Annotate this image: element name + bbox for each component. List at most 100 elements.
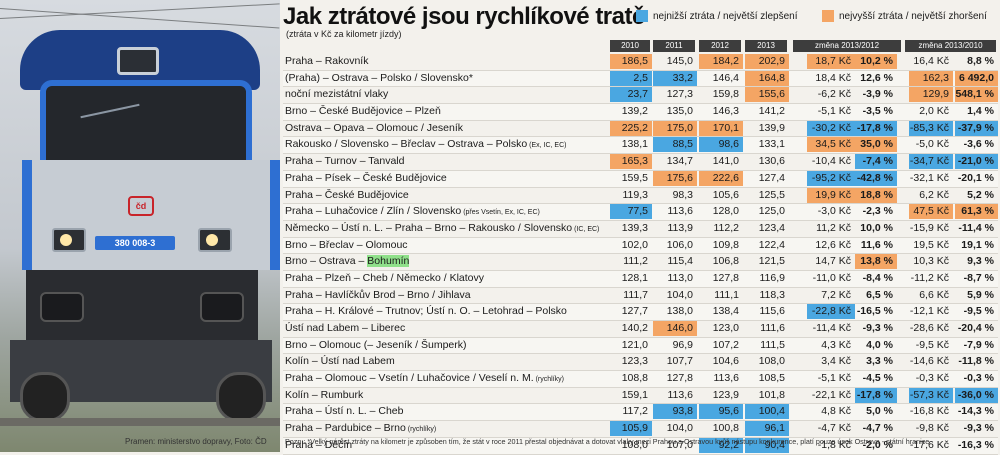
route-name: Praha – Děčín (285, 438, 352, 453)
table-cell: 118,3 (759, 288, 786, 301)
legend-label: nejvyšší ztráta / největší zhoršení (839, 10, 987, 22)
table-cell: -37,9 % (955, 120, 998, 136)
table-cell: 133,1 (758, 138, 785, 151)
legend-swatch-blue (636, 10, 648, 22)
route-note: (přes Vsetín, Ex, IC, EC) (461, 209, 540, 217)
table-cell: 107,0 (666, 438, 693, 451)
table-cell: 115,6 (759, 305, 786, 318)
table-cell: 3,3 % (866, 355, 893, 368)
table-cell: -16,8 Kč (909, 405, 949, 418)
locomotive-photo: čd 380 008-3 Pramen: ministerstvo doprav… (0, 0, 280, 452)
table-cell: 119,3 (622, 188, 649, 201)
table-cell: -28,6 Kč (909, 322, 949, 334)
table-cell: 106,8 (712, 255, 739, 268)
table-cell: 10,0 % (860, 221, 893, 234)
table-row: Rakousko / Slovensko – Břeclav – Ostrava… (283, 137, 998, 155)
left-headlight (52, 228, 86, 252)
table-cell: 5,9 % (967, 288, 994, 301)
table-cell: 18,7 Kč (807, 54, 855, 69)
route-label: Brno – Olomouc (– Jeseník / Šumperk) (285, 338, 467, 351)
route-name: noční mezistátní vlaky (285, 87, 388, 102)
route-label: Praha – Havlíčkův Brod – Brno / Jihlava (285, 288, 471, 301)
table-cell: 6,6 Kč (919, 288, 949, 301)
table-cell: 100,8 (712, 422, 739, 435)
table-cell: 105,9 (610, 421, 652, 437)
route-label: (Praha) – Ostrava – Polsko / Slovensko* (285, 71, 473, 84)
table-cell: 202,9 (745, 54, 789, 69)
route-label: Praha – Plzeň – Cheb / Německo / Klatovy (285, 271, 485, 284)
table-cell: 128,0 (712, 205, 739, 218)
route-label: Kolín – Ústí nad Labem (285, 355, 395, 368)
table-cell: 134,7 (666, 155, 693, 168)
legend-label: nejnižší ztráta / největší zlepšení (653, 10, 798, 22)
table-cell: 127,8 (712, 271, 739, 284)
table-cell: 127,8 (666, 372, 693, 385)
table-row: Brno – České Budějovice – Plzeň 139,2 135,… (283, 104, 998, 121)
route-name: Brno – České Budějovice – Plzeň (285, 104, 441, 119)
footnote: Pozn.: *Velký nárůst ztráty na kilometr … (285, 437, 932, 446)
table-cell: 95,6 (699, 404, 743, 420)
table-cell: -85,3 Kč (909, 120, 953, 136)
table-row: Praha – Olomouc – Vsetín / Luhačovice / … (283, 371, 998, 388)
table-cell: 129,9 Kč (909, 87, 953, 115)
table-row: noční mezistátní vlaky 23,7 127,3 159,8 155,… (283, 87, 998, 115)
table-cell: -17,8 % (855, 120, 897, 136)
table-row: Ostrava – Opava – Olomouc / Jeseník 225,2… (283, 120, 998, 138)
table-cell: -57,3 Kč (909, 387, 953, 403)
table-cell: 123,0 (712, 322, 739, 334)
table-cell: 5,0 % (866, 405, 893, 418)
route-label: Ústí nad Labem – Liberec (285, 322, 406, 334)
locomotive-number: 380 008-3 (95, 236, 175, 250)
table-cell: 11,2 Kč (816, 221, 851, 234)
table-row: Praha – Ústí n. L. – Cheb 117,2 93,8 95,6 10… (283, 404, 998, 422)
route-name: Praha – Plzeň – Cheb / Německo / Klatovy (285, 271, 484, 286)
loss-table: 2010 2011 2012 2013 změna 2013/2012 změna 201… (283, 40, 998, 455)
table-cell: 33,2 (653, 70, 697, 86)
table-row: Praha – Pardubice – Brno (rychlíky) 105,9… (283, 421, 998, 438)
table-cell: 10,2 % (855, 54, 897, 69)
table-cell: 139,3 (621, 221, 648, 234)
table-cell: 113,9 (667, 221, 694, 234)
table-cell: 96,1 (745, 421, 789, 437)
route-name: Praha – Pardubice – Brno (rychlíky) (285, 421, 436, 437)
table-cell: 138,0 (666, 305, 693, 318)
table-cell: 98,3 (672, 188, 693, 201)
table-cell: 9,3 % (967, 255, 994, 268)
table-cell: -30,2 Kč (807, 120, 855, 136)
table-row: Brno – Břeclav – Olomouc 102,0 106,0 109,8 1… (283, 237, 998, 255)
table-cell: 4,8 Kč (821, 405, 851, 418)
table-cell: 127,3 (666, 88, 693, 101)
table-cell: 13,8 % (855, 254, 897, 270)
table-cell: -3,6 % (963, 138, 994, 151)
table-cell: 123,9 (712, 388, 739, 401)
table-cell: 3,4 Kč (821, 355, 851, 368)
table-cell: 61,3 % (955, 204, 998, 220)
table-cell: 111,5 (760, 338, 785, 351)
column-header: 2012 (699, 40, 741, 52)
table-cell: 125,5 (758, 188, 785, 201)
table-row: Brno – Ostrava – Bohumín 111,2 115,4 106,8 1… (283, 254, 998, 271)
table-row: Brno – Olomouc (– Jeseník / Šumperk) 121,… (283, 337, 998, 355)
table-cell: 34,5 Kč (807, 137, 855, 153)
table-cell: -3,5 % (862, 105, 893, 118)
route-name: Praha – H. Králové – Trutnov; Ústí n. O.… (285, 304, 567, 319)
table-cell: 6,5 % (866, 288, 893, 301)
table-cell: -5,1 Kč (817, 105, 851, 118)
route-label: Praha – Olomouc – Vsetín / Luhačovice / … (285, 372, 534, 385)
table-cell: 146,3 (712, 105, 739, 118)
table-cell: 113,6 (667, 205, 694, 218)
table-cell: 128,1 (621, 271, 648, 284)
route-name: Praha – Luhačovice / Zlín / Slovensko (p… (285, 204, 540, 220)
table-cell: 4,3 Kč (821, 338, 851, 351)
table-cell: 1,4 % (967, 105, 994, 118)
table-cell: 138,4 (712, 305, 739, 318)
table-row: Kolín – Rumburk 159,1 113,6 123,9 101,8 -22,1… (283, 387, 998, 405)
route-name: Kolín – Ústí nad Labem (285, 354, 395, 369)
table-cell: 140,2 (621, 322, 648, 334)
table-cell: 35,0 % (855, 137, 897, 153)
route-note: (rychlíky) (533, 376, 564, 384)
table-cell: 113,6 (667, 388, 694, 401)
table-cell: 7,2 Kč (821, 288, 851, 301)
table-cell: -21,0 % (955, 154, 998, 170)
table-row: Praha – Rakovník 186,5 145,0 184,2 202,9 18,7… (283, 54, 998, 71)
